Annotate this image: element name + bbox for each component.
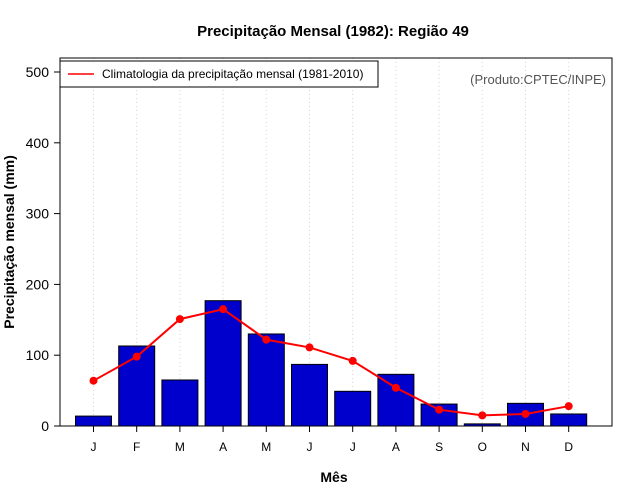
y-tick-label: 400 — [26, 135, 50, 151]
legend-label: Climatologia da precipitação mensal (198… — [102, 67, 363, 81]
climatology-point-9 — [435, 405, 444, 414]
climatology-series — [89, 305, 573, 420]
x-tick-label: N — [521, 440, 530, 454]
climatology-point-7 — [348, 356, 357, 365]
bar-12 — [550, 413, 588, 427]
climatology-point-11 — [521, 409, 530, 418]
x-tick-label: A — [392, 440, 400, 454]
climatology-point-8 — [391, 383, 400, 392]
climatology-point-1 — [89, 376, 98, 385]
y-tick-label: 300 — [26, 206, 50, 222]
bar-series — [75, 300, 588, 427]
y-tick-label: 500 — [26, 64, 50, 80]
x-tick-label: J — [350, 440, 356, 454]
bar-7 — [334, 390, 372, 427]
bar-1 — [75, 415, 112, 427]
bar-6 — [291, 363, 328, 427]
grid-lines — [93, 58, 570, 426]
y-axis-title: Precipitação mensal (mm) — [1, 155, 17, 329]
climatology-point-12 — [564, 402, 573, 411]
climatology-point-2 — [132, 352, 141, 361]
y-tick-label: 0 — [41, 418, 49, 434]
y-tick-label: 100 — [26, 347, 50, 363]
credit-text: (Produto:CPTEC/INPE) — [470, 72, 606, 87]
bar-8 — [377, 373, 415, 427]
x-tick-label: O — [478, 440, 487, 454]
bar-3 — [161, 379, 199, 427]
climatology-point-10 — [478, 411, 487, 420]
chart-title: Precipitação Mensal (1982): Região 49 — [197, 23, 469, 40]
climatology-point-3 — [175, 315, 184, 324]
plot-frame — [59, 57, 613, 427]
climatology-line — [93, 308, 569, 417]
climatology-point-4 — [219, 305, 228, 314]
climatology-point-5 — [262, 335, 271, 344]
x-tick-label: S — [435, 440, 443, 454]
y-axis: 0 100 200 300 400 500 — [26, 64, 60, 434]
x-tick-label: J — [307, 440, 313, 454]
x-tick-label: J — [91, 440, 97, 454]
x-tick-label: F — [133, 440, 140, 454]
legend-box — [59, 60, 379, 88]
x-tick-label: D — [564, 440, 573, 454]
x-tick-label: M — [175, 440, 185, 454]
y-tick-label: 200 — [26, 276, 50, 292]
x-axis-title: Mês — [320, 469, 347, 485]
x-tick-label: A — [219, 440, 227, 454]
bar-5 — [247, 333, 285, 427]
climatology-point-6 — [305, 343, 314, 352]
bar-4 — [204, 300, 242, 427]
x-tick-label: M — [261, 440, 271, 454]
legend: Climatologia da precipitação mensal (198… — [59, 60, 379, 88]
